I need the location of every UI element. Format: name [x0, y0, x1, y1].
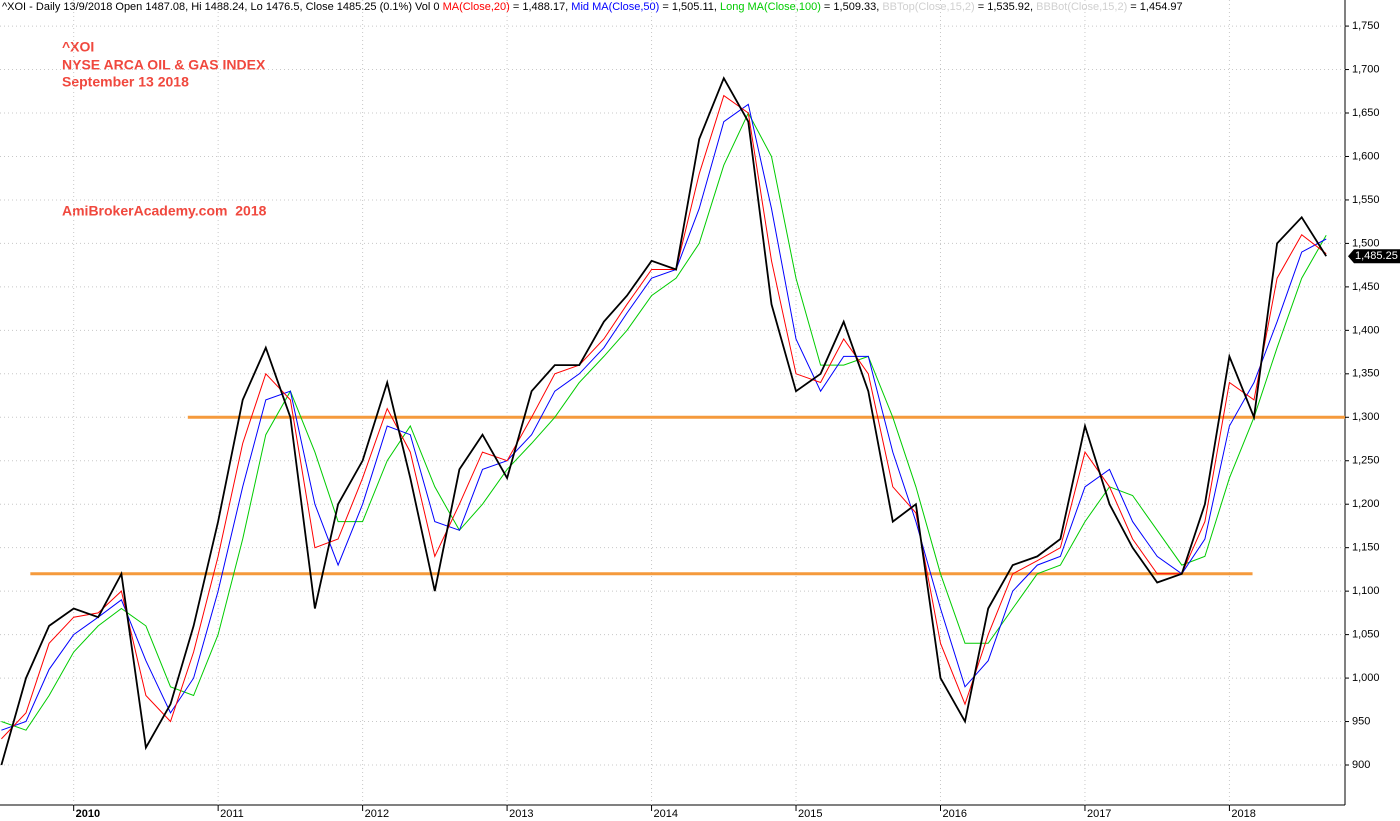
annotation: September 13 2018: [62, 74, 189, 90]
x-tick-label: 2010: [76, 808, 100, 820]
y-tick-label: 1,600: [1352, 150, 1380, 162]
y-tick-label: 1,200: [1352, 498, 1380, 510]
header-part: = 1,488.17,: [510, 1, 571, 13]
header-part: BBTop(Close,15,2): [882, 1, 974, 13]
header-part: MA(Close,20): [443, 1, 510, 13]
y-tick-label: 1,250: [1352, 455, 1380, 467]
x-tick-label: 2012: [365, 808, 389, 820]
header-part: Long MA(Close,100): [720, 1, 821, 13]
ma-line: [1, 94, 1327, 740]
annotation: NYSE ARCA OIL & GAS INDEX: [62, 57, 266, 73]
ma-line: [1, 103, 1327, 731]
annotation: AmiBrokerAcademy.com 2018: [62, 203, 267, 219]
header-part: ^XOI - Daily 13/9/2018 Open 1487.08, Hi …: [2, 1, 443, 13]
y-tick-label: 900: [1352, 759, 1370, 771]
annotation: ^XOI: [62, 39, 94, 55]
last-price-label: 1,485.25: [1355, 250, 1398, 262]
x-tick-label: 2017: [1087, 808, 1111, 820]
y-tick-label: 1,100: [1352, 585, 1380, 597]
header: ^XOI - Daily 13/9/2018 Open 1487.08, Hi …: [2, 1, 1183, 13]
y-tick-label: 1,150: [1352, 542, 1380, 554]
header-part: = 1,535.92,: [975, 1, 1036, 13]
x-tick-label: 2016: [942, 808, 966, 820]
y-tick-label: 1,350: [1352, 368, 1380, 380]
last-price-box: [1348, 249, 1400, 264]
x-tick-label: 2015: [798, 808, 822, 820]
y-tick-label: 1,650: [1352, 107, 1380, 119]
header-part: = 1,454.97: [1127, 1, 1182, 13]
y-tick-label: 1,400: [1352, 324, 1380, 336]
header-part: Mid MA(Close,50): [571, 1, 659, 13]
y-tick-label: 1,750: [1352, 20, 1380, 32]
y-tick-label: 1,700: [1352, 63, 1380, 75]
y-tick-label: 1,050: [1352, 629, 1380, 641]
y-tick-label: 1,500: [1352, 237, 1380, 249]
x-tick-label: 2014: [654, 808, 678, 820]
header-part: = 1,509.33,: [821, 1, 882, 13]
header-part: BBBot(Close,15,2): [1036, 1, 1127, 13]
y-tick-label: 1,000: [1352, 672, 1380, 684]
y-tick-label: 950: [1352, 715, 1370, 727]
x-tick-label: 2011: [220, 808, 244, 820]
y-tick-label: 1,550: [1352, 194, 1380, 206]
y-tick-label: 1,450: [1352, 281, 1380, 293]
x-tick-label: 2018: [1231, 808, 1255, 820]
header-part: = 1,505.11,: [659, 1, 720, 13]
x-tick-label: 2013: [509, 808, 533, 820]
price-line: [0, 76, 1327, 766]
y-tick-label: 1,300: [1352, 411, 1380, 423]
